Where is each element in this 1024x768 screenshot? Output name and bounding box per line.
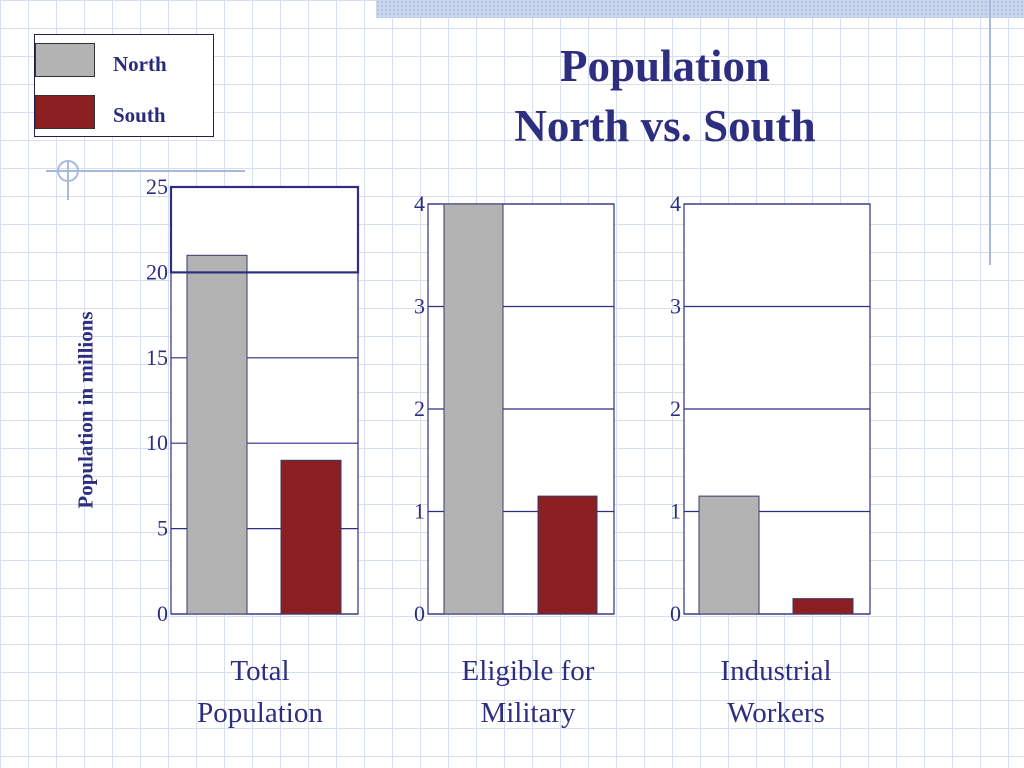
plot-frame xyxy=(427,203,615,615)
y-tick-label: 0 xyxy=(670,601,681,626)
category-label-line: Industrial xyxy=(720,655,832,687)
title-line-1: Population xyxy=(559,41,771,91)
highlight-box xyxy=(169,185,360,274)
y-tick-label: 0 xyxy=(157,601,168,626)
y-tick-label: 3 xyxy=(414,294,425,319)
bar-south xyxy=(537,495,598,615)
category-label-total-population: Total Population xyxy=(150,650,370,734)
y-tick-label: 0 xyxy=(414,601,425,626)
bar-north xyxy=(443,203,504,615)
y-tick-label: 10 xyxy=(146,430,168,455)
legend-swatch-north xyxy=(35,43,95,77)
y-tick-label: 3 xyxy=(670,294,681,319)
y-tick-label: 4 xyxy=(670,191,681,216)
y-tick-label: 1 xyxy=(670,499,681,524)
right-decorative-line xyxy=(989,0,991,265)
y-tick-label: 1 xyxy=(414,499,425,524)
top-decorative-band xyxy=(376,0,1024,18)
bar-north xyxy=(186,254,248,615)
y-tick-label: 2 xyxy=(414,396,425,421)
y-tick-label: 25 xyxy=(146,174,168,199)
category-label-industrial-workers: Industrial Workers xyxy=(666,650,886,734)
chart-title: Population North vs. South xyxy=(440,36,890,156)
bar-north xyxy=(698,495,760,615)
plot-frame xyxy=(683,203,871,615)
category-label-eligible-military: Eligible for Military xyxy=(418,650,638,734)
y-tick-label: 2 xyxy=(670,396,681,421)
category-label-line: Population xyxy=(197,697,323,729)
category-label-line: Eligible for xyxy=(461,655,595,687)
category-label-line: Military xyxy=(480,697,576,729)
decorative-crosshair xyxy=(46,160,245,200)
category-label-line: Workers xyxy=(727,697,825,729)
y-tick-label: 4 xyxy=(414,191,425,216)
bar-south xyxy=(792,598,854,615)
y-tick-label: 15 xyxy=(146,345,168,370)
category-label-line: Total xyxy=(230,655,290,687)
legend-swatch-south xyxy=(35,95,95,129)
legend: North South xyxy=(34,34,214,137)
title-line-2: North vs. South xyxy=(514,101,816,151)
bar-south xyxy=(280,459,342,615)
y-tick-label: 5 xyxy=(157,516,168,541)
y-tick-label: 20 xyxy=(146,259,168,284)
legend-label-north: North xyxy=(113,52,167,76)
legend-label-south: South xyxy=(113,103,166,127)
